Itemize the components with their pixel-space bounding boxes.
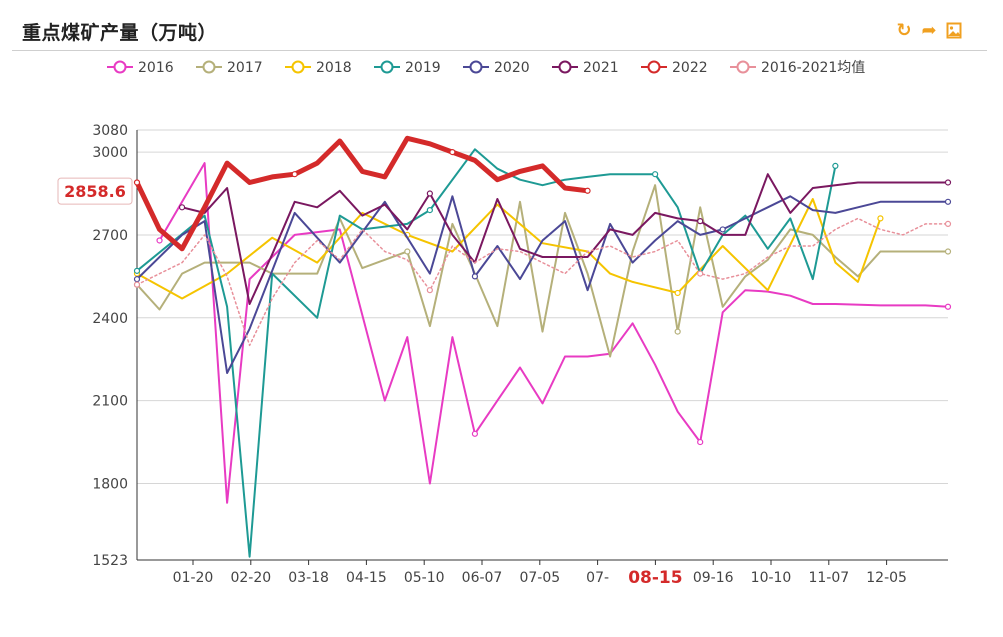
x-tick-label: 05-10 [404,570,445,586]
data-point [291,171,298,178]
chart-series [133,135,952,558]
legend-item-2017: 2017 [196,60,263,76]
series-line [136,198,882,300]
legend-item-2021: 2021 [552,60,619,76]
legend-label: 2017 [227,60,263,76]
data-point [471,273,479,280]
legend-label: 2021 [583,60,619,76]
legend-marker [469,60,483,74]
data-point [426,206,433,214]
series-2021 [178,173,952,305]
x-tick-label: 07- [586,570,609,586]
data-point [471,430,479,437]
series-line [136,217,949,347]
y-tick-label: 3000 [92,145,128,161]
chart-axes: 1523 1800 2100 2400 2700 3000 3080 01-20 02-20 03… [57,123,948,588]
series-2019 [133,148,839,558]
data-point [426,190,433,197]
title-divider [12,50,987,51]
chart-toolbox: ↻ ➦ [895,19,963,41]
share-icon[interactable]: ➦ [921,19,937,41]
data-point [944,179,952,186]
current-value-box [57,177,133,205]
x-tick-label: 04-15 [346,570,387,586]
legend-label: 2016-2021均值 [761,60,865,76]
x-tick-label: 09-16 [693,570,734,586]
legend-marker [380,60,394,74]
x-tick-label-highlight: 08-15 [628,568,682,588]
data-point [133,276,141,283]
legend-marker [202,60,216,74]
x-tick-label: 02-20 [230,570,271,586]
x-tick-label: 06-07 [462,570,503,586]
data-point [944,198,952,205]
image-download-icon[interactable] [945,21,963,39]
data-point [697,218,704,225]
y-tick-label: 2100 [92,394,128,410]
data-point [426,287,433,294]
data-point [877,215,884,222]
legend-item-2022: 2022 [641,60,708,76]
legend-marker [558,60,572,74]
legend-item-2020: 2020 [463,60,530,76]
series-line [158,162,949,504]
series-2020 [133,195,952,374]
x-tick-label: 03-18 [288,570,329,586]
legend-label: 2022 [672,60,708,76]
legend-item-2019: 2019 [374,60,441,76]
x-tick-label: 11-07 [808,570,849,586]
x-tick-label: 07-05 [519,570,560,586]
x-tick-label: 12-05 [866,570,907,586]
y-tick-label: 3080 [92,123,128,139]
y-tick-label: 1800 [92,477,128,493]
legend-label: 2020 [494,60,530,76]
legend-label: 2016 [138,60,174,76]
series-line [136,195,949,374]
data-point [584,187,591,194]
y-tick-label: 2700 [92,228,128,244]
series-2018 [133,198,884,300]
legend-marker [736,60,750,74]
current-value-label: 2858.6 [64,182,126,201]
data-point [944,303,952,310]
legend-marker [291,60,305,74]
chart-legend: 2016 2017 2018 2019 2020 2021 2022 2016-2021均值 [107,60,865,76]
legend-item-2016: 2016 [107,60,174,76]
legend-label: 2019 [405,60,441,76]
x-tick-label: 10-10 [751,570,792,586]
data-point [697,270,704,277]
data-point [652,171,659,178]
legend-item-2018: 2018 [285,60,352,76]
legend-marker [113,60,127,74]
data-point [133,267,141,274]
data-point [674,289,681,297]
data-point [449,148,456,156]
chart-title: 重点煤矿产量（万吨） [22,22,218,44]
data-point [832,162,839,170]
legend-item-2016-2021均值: 2016-2021均值 [730,60,865,76]
refresh-icon[interactable]: ↻ [896,19,912,41]
legend-label: 2018 [316,60,352,76]
series-2016-2021均值 [133,217,952,347]
data-point [404,248,411,255]
data-point [719,226,726,233]
data-point [697,438,704,446]
data-point [944,220,952,227]
x-tick-label: 01-20 [173,570,214,586]
legend-marker [647,60,661,74]
data-point [156,237,163,244]
current-value-tag: 2858.6 [57,177,133,205]
data-point [133,281,141,288]
series-2022 [133,135,591,252]
data-point [944,248,952,255]
series-line [134,135,591,252]
y-tick-label: 2400 [92,311,128,327]
series-line [181,173,949,305]
data-point [133,179,141,186]
y-tick-label: 1523 [92,553,128,569]
series-2016 [156,162,952,504]
data-point [674,328,681,335]
data-point [178,204,186,211]
